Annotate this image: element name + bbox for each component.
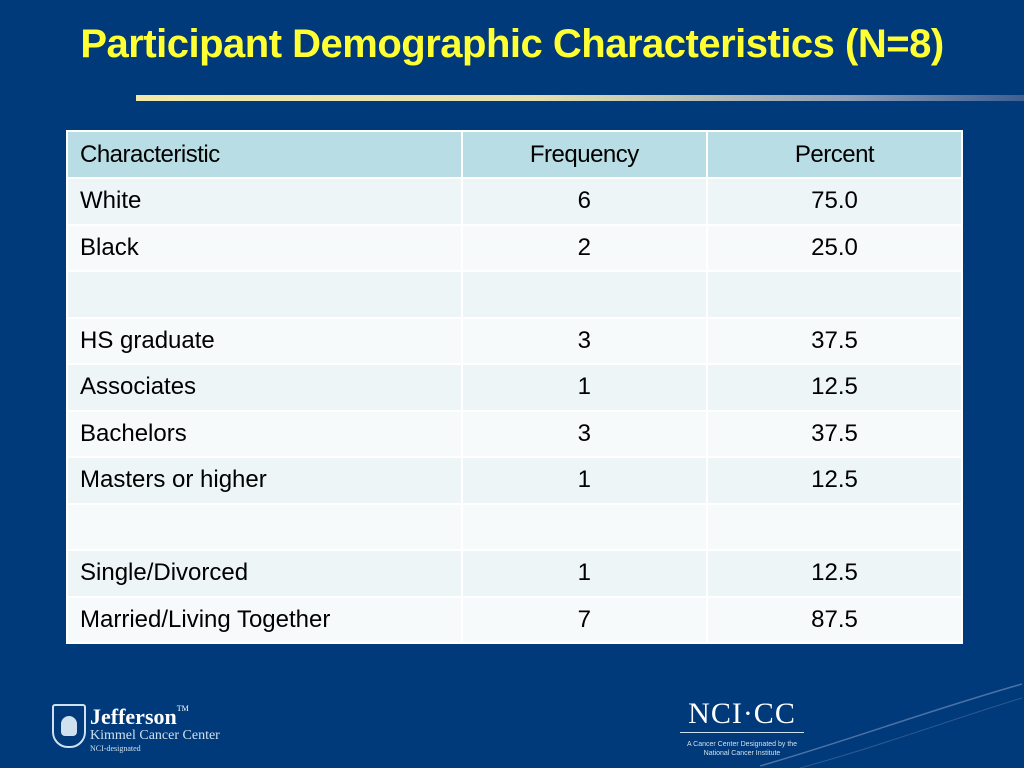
nci-cc-mark: NCI·CC: [680, 698, 804, 733]
cell-characteristic: HS graduate: [66, 316, 463, 365]
table-row: Married/Living Together 7 87.5: [66, 595, 964, 644]
table-row: Associates 1 12.5: [66, 363, 964, 412]
table-row-blank: [66, 502, 964, 551]
shield-icon: [52, 704, 86, 748]
decorative-swoosh: [760, 683, 1023, 768]
header-frequency: Frequency: [460, 130, 708, 179]
cell-characteristic: [66, 270, 463, 319]
cell-characteristic: Associates: [66, 363, 463, 412]
table-row: HS graduate 3 37.5: [66, 316, 964, 365]
cell-frequency: 7: [460, 595, 708, 644]
cell-percent: [705, 270, 964, 319]
cell-characteristic: Black: [66, 223, 463, 272]
table-row-blank: [66, 270, 964, 319]
cell-frequency: [460, 502, 708, 551]
table-row: Bachelors 3 37.5: [66, 409, 964, 458]
jefferson-wordmark: JeffersonTM: [90, 704, 189, 729]
title-divider: [136, 95, 1024, 101]
cell-percent: 87.5: [705, 595, 964, 644]
table-row: Black 2 25.0: [66, 223, 964, 272]
jefferson-subtitle: Kimmel Cancer Center: [90, 728, 220, 743]
jefferson-tagline: NCI-designated: [90, 744, 141, 753]
trademark-mark: TM: [176, 704, 189, 713]
header-characteristic: Characteristic: [66, 130, 463, 179]
jefferson-logo: JeffersonTM Kimmel Cancer Center NCI-des…: [52, 704, 242, 756]
cell-percent: 25.0: [705, 223, 964, 272]
cell-frequency: 6: [460, 177, 708, 226]
nci-cc-logo: NCI·CC A Cancer Center Designated by the…: [680, 698, 804, 762]
table-header-row: Characteristic Frequency Percent: [66, 130, 964, 179]
cell-percent: 12.5: [705, 549, 964, 598]
cell-characteristic: Single/Divorced: [66, 549, 463, 598]
nci-caption-line1: A Cancer Center Designated by the: [686, 741, 798, 748]
cell-percent: 37.5: [705, 409, 964, 458]
table-row: Masters or higher 1 12.5: [66, 456, 964, 505]
cell-characteristic: Bachelors: [66, 409, 463, 458]
cell-percent: 37.5: [705, 316, 964, 365]
table-row: White 6 75.0: [66, 177, 964, 226]
cell-frequency: 3: [460, 316, 708, 365]
slide-title: Participant Demographic Characteristics …: [80, 22, 944, 66]
cell-frequency: 1: [460, 363, 708, 412]
cell-frequency: 1: [460, 549, 708, 598]
cell-percent: 12.5: [705, 456, 964, 505]
header-percent: Percent: [705, 130, 964, 179]
nci-caption-line2: National Cancer Institute: [703, 750, 781, 757]
cell-characteristic: White: [66, 177, 463, 226]
demographics-table: Characteristic Frequency Percent White 6…: [66, 130, 964, 644]
nci-cc-caption: A Cancer Center Designated by the Nation…: [680, 740, 804, 758]
cell-characteristic: [66, 502, 463, 551]
cell-frequency: 3: [460, 409, 708, 458]
cell-percent: 75.0: [705, 177, 964, 226]
cell-percent: [705, 502, 964, 551]
cell-frequency: 2: [460, 223, 708, 272]
cell-percent: 12.5: [705, 363, 964, 412]
cell-characteristic: Masters or higher: [66, 456, 463, 505]
cell-frequency: [460, 270, 708, 319]
cell-characteristic: Married/Living Together: [66, 595, 463, 644]
table-row: Single/Divorced 1 12.5: [66, 549, 964, 598]
cell-frequency: 1: [460, 456, 708, 505]
